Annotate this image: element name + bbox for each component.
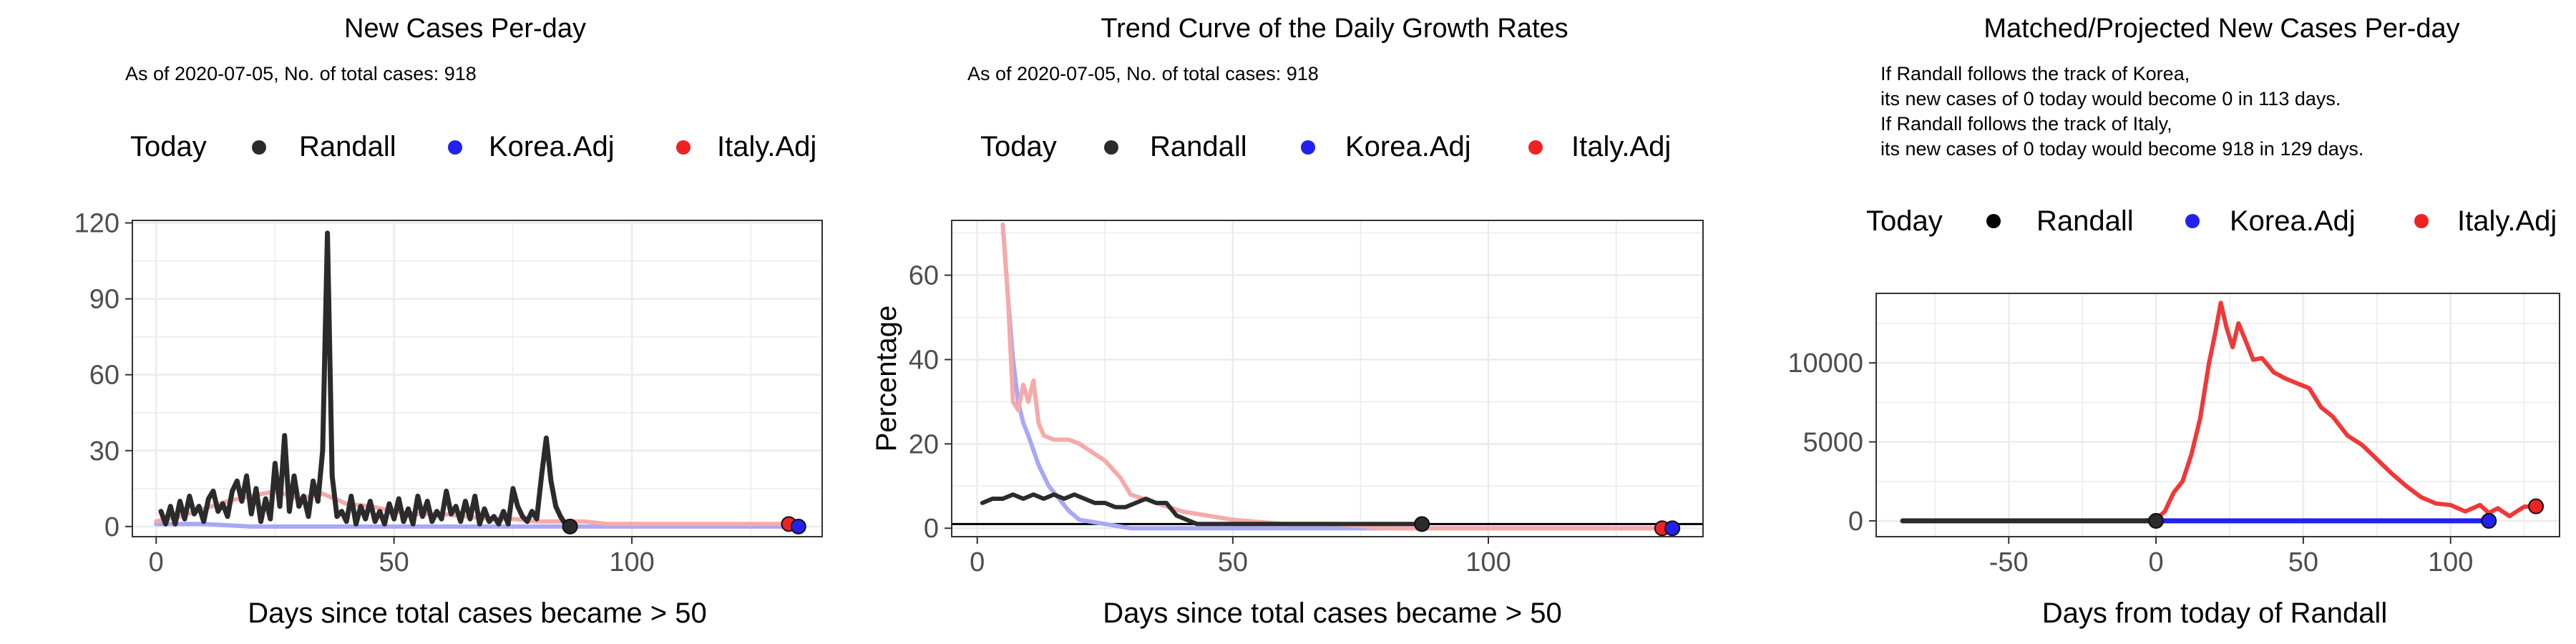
y-tick-label: 30	[89, 436, 119, 467]
y-tick-label: 5000	[1802, 428, 1863, 458]
panel2-legend-title: Today	[980, 131, 1057, 162]
panel1-legend-dot-korea	[448, 140, 462, 155]
panel2-legend: Today Randall Korea.Adj Italy.Adj	[980, 131, 1671, 162]
today-point-randall	[1414, 516, 1430, 532]
panel1-legend: Today Randall Korea.Adj Italy.Adj	[130, 131, 816, 162]
panel2-today-points	[1414, 516, 1681, 537]
today-point-korea-adj	[790, 518, 806, 535]
panel2-legend-dot-italy	[1528, 140, 1543, 155]
panel3-legend-label-italy: Italy.Adj	[2457, 205, 2557, 237]
panel3-x-axis-label: Days from today of Randall	[2042, 597, 2387, 629]
today-point-randall	[562, 518, 578, 535]
panel3-subtitle-line: If Randall follows the track of Italy,	[1880, 113, 2172, 135]
panel3-legend-dot-italy	[2414, 214, 2429, 228]
panel-growth-rates: Trend Curve of the Daily Growth Rates As…	[871, 14, 1704, 629]
panel2-legend-dot-korea	[1301, 140, 1315, 155]
panel3-legend-dot-korea	[2185, 214, 2200, 228]
today-point-randall	[2148, 512, 2165, 529]
panel2-legend-label-italy: Italy.Adj	[1571, 131, 1671, 162]
panel3-legend-label-randall: Randall	[2036, 205, 2134, 237]
series-line-italy-adj	[2065, 301, 2539, 523]
panel1-subtitle: As of 2020-07-05, No. of total cases: 91…	[125, 63, 477, 84]
panel3-plot-border	[1875, 293, 2560, 537]
x-tick-label: -50	[1989, 547, 2029, 577]
y-tick-label: 60	[89, 361, 119, 391]
panel2-legend-dot-randall	[1104, 140, 1118, 155]
panel2-plot-border	[951, 220, 1704, 537]
panel3-series	[1900, 301, 2539, 524]
y-tick-label: 0	[924, 514, 939, 544]
y-tick-label: 0	[104, 512, 119, 542]
panel1-legend-title: Today	[130, 131, 207, 162]
y-tick-label: 90	[89, 285, 119, 315]
y-tick-label: 60	[909, 261, 939, 291]
panel2-subtitle: As of 2020-07-05, No. of total cases: 91…	[967, 63, 1319, 84]
panel3-ticks: -50 0 50 100 0 5000 10000	[1787, 348, 2473, 577]
panel1-today-points	[562, 516, 806, 535]
x-tick-label: 0	[149, 547, 164, 577]
panel1-legend-label-randall: Randall	[299, 131, 396, 162]
series-line-korea-adj	[154, 522, 801, 529]
x-tick-label: 0	[2148, 547, 2163, 577]
panel-new-cases: New Cases Per-day As of 2020-07-05, No. …	[74, 14, 823, 629]
panel3-legend-label-korea: Korea.Adj	[2230, 205, 2356, 237]
panel-projected-cases: Matched/Projected New Cases Per-day If R…	[1787, 14, 2560, 629]
x-tick-label: 100	[1465, 547, 1511, 577]
x-tick-label: 50	[1218, 547, 1248, 577]
series-line-randall	[158, 230, 573, 530]
y-tick-label: 40	[909, 345, 939, 375]
today-point-korea-adj	[1664, 520, 1681, 537]
series-line-randall	[980, 492, 1425, 527]
panel3-title: Matched/Projected New Cases Per-day	[1984, 14, 2459, 44]
today-point-korea-adj	[2481, 512, 2497, 529]
x-tick-label: 50	[379, 547, 409, 577]
panel3-legend-title: Today	[1866, 205, 1943, 237]
panel1-ticks: 0 50 100 0 30 60 90 120	[74, 209, 655, 577]
panel3-legend: Today Randall Korea.Adj Italy.Adj	[1866, 205, 2557, 237]
panel1-title: New Cases Per-day	[344, 14, 586, 44]
panel2-legend-label-randall: Randall	[1150, 131, 1247, 162]
x-tick-label: 50	[2288, 547, 2318, 577]
panel3-subtitle-line: its new cases of 0 today would become 0 …	[1880, 88, 2341, 109]
panel2-ticks: 0 50 100 0 20 40 60	[909, 261, 1511, 577]
y-tick-label: 10000	[1787, 348, 1863, 379]
panel2-plot-area	[952, 220, 1703, 537]
x-tick-label: 100	[2428, 547, 2473, 577]
panel1-legend-dot-randall	[252, 140, 266, 155]
y-tick-label: 20	[909, 429, 939, 459]
panel3-subtitle: If Randall follows the track of Korea, i…	[1880, 63, 2363, 160]
panel1-legend-label-italy: Italy.Adj	[717, 131, 816, 162]
x-tick-label: 0	[970, 547, 985, 577]
panel2-legend-label-korea: Korea.Adj	[1345, 131, 1471, 162]
today-point-italy-adj	[2528, 498, 2545, 514]
panel1-legend-dot-italy	[676, 140, 691, 155]
panel3-today-points	[2148, 498, 2545, 529]
x-tick-label: 100	[609, 547, 654, 577]
panel2-series	[980, 222, 1669, 531]
panel2-y-axis-label: Percentage	[871, 306, 902, 452]
panel3-subtitle-line: If Randall follows the track of Korea,	[1880, 63, 2190, 84]
panel3-subtitle-line: its new cases of 0 today would become 91…	[1880, 138, 2363, 160]
panel2-gridlines	[952, 220, 1703, 537]
y-tick-label: 120	[74, 209, 119, 239]
y-tick-label: 0	[1848, 507, 1863, 537]
series-line-italy-adj	[1000, 222, 1664, 531]
panel2-title: Trend Curve of the Daily Growth Rates	[1101, 14, 1568, 44]
panel1-x-axis-label: Days since total cases became > 50	[248, 597, 706, 629]
panel3-plot-area	[1876, 293, 2560, 537]
panel1-plot-border	[132, 220, 823, 537]
panel2-x-axis-label: Days since total cases became > 50	[1103, 597, 1561, 629]
panel3-legend-dot-randall	[1986, 214, 2001, 228]
panel1-series	[154, 230, 801, 530]
panel1-legend-label-korea: Korea.Adj	[489, 131, 615, 162]
